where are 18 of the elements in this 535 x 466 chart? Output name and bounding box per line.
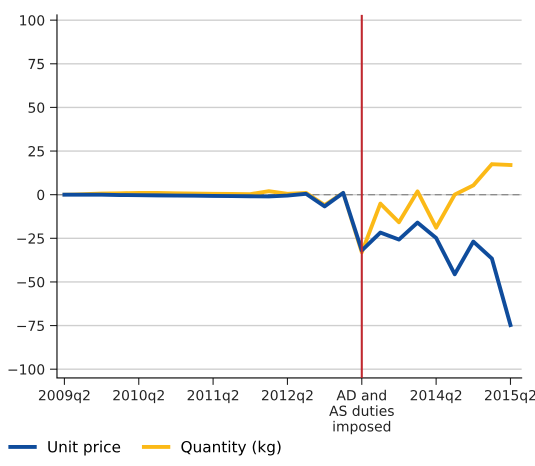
y-tick-label: 25 [28,146,44,157]
legend-label: Quantity (kg) [181,440,281,456]
y-tick-label: −50 [17,276,44,288]
y-tick-label: −100 [8,364,44,375]
x-tick-label: 2014q2 [410,390,462,404]
x-tick-label: AD and AS duties imposed [329,390,394,434]
legend-label: Unit price [48,440,120,456]
y-tick-label: 75 [28,58,44,70]
y-tick-label: −25 [17,233,44,244]
line-series [62,190,512,327]
y-tick-label: 100 [20,15,44,26]
y-tick-label: 0 [37,190,44,200]
x-tick-label: 2009q2 [38,390,90,404]
x-tick-label: 2011q2 [188,390,238,404]
x-tick-label: 2010q2 [113,390,164,404]
x-tick-label: 2012q2 [262,390,313,404]
y-tick-label: 50 [28,102,44,113]
y-tick-label: −75 [17,320,44,332]
